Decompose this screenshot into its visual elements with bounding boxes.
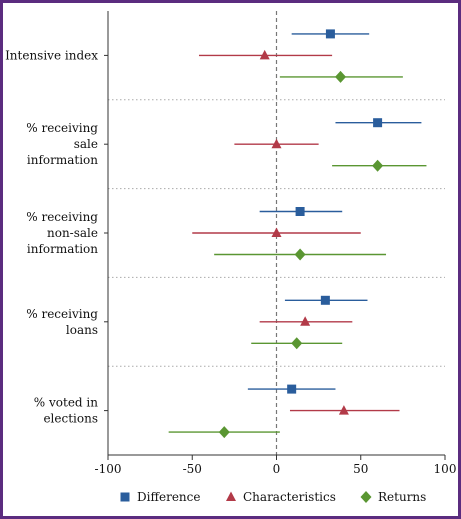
- category-labels: Intensive index % receiving sale informatio…: [5, 48, 108, 426]
- returns-point: [372, 159, 384, 172]
- x-tick-label: -100: [95, 462, 122, 476]
- legend-marker-difference: [120, 492, 130, 502]
- x-tick-label: 100: [434, 462, 457, 476]
- category-label: loans: [66, 323, 98, 337]
- data-marks: [168, 29, 427, 439]
- category-label: information: [27, 153, 98, 167]
- x-tick-label: 0: [273, 462, 281, 476]
- returns-point: [294, 248, 306, 261]
- legend-label-returns: Returns: [378, 490, 426, 504]
- characteristics-point: [300, 316, 311, 326]
- category-label: % receiving: [26, 307, 98, 321]
- category-label: sale: [74, 137, 98, 151]
- x-axis-ticks: -100 -50 0 50 100: [95, 455, 457, 476]
- legend-label-difference: Difference: [137, 490, 200, 504]
- returns-point: [218, 426, 230, 439]
- characteristics-point: [259, 49, 270, 60]
- legend: Difference Characteristics Returns: [120, 490, 426, 504]
- legend-label-characteristics: Characteristics: [243, 490, 336, 504]
- category-label: non-sale: [47, 226, 98, 240]
- difference-point: [320, 295, 330, 305]
- category-label: information: [27, 242, 98, 256]
- legend-marker-characteristics: [226, 491, 236, 501]
- difference-point: [373, 118, 383, 128]
- characteristics-point: [271, 138, 282, 149]
- difference-point: [295, 207, 305, 216]
- chart-frame: Intensive index % receiving sale informatio…: [3, 3, 458, 516]
- x-tick-label: 50: [353, 462, 368, 476]
- category-label: % voted in: [34, 396, 98, 410]
- returns-point: [335, 70, 347, 83]
- category-label: % receiving: [26, 121, 98, 135]
- category-label: elections: [43, 412, 98, 426]
- category-label: Intensive index: [5, 48, 98, 62]
- coefficient-chart: Intensive index % receiving sale informatio…: [5, 11, 457, 504]
- category-label: % receiving: [26, 210, 98, 224]
- difference-point: [287, 384, 297, 394]
- legend-marker-returns: [360, 491, 372, 503]
- characteristics-point: [271, 227, 282, 237]
- characteristics-point: [338, 405, 349, 415]
- difference-point: [325, 29, 335, 39]
- x-tick-label: -50: [183, 462, 202, 476]
- returns-point: [291, 337, 303, 350]
